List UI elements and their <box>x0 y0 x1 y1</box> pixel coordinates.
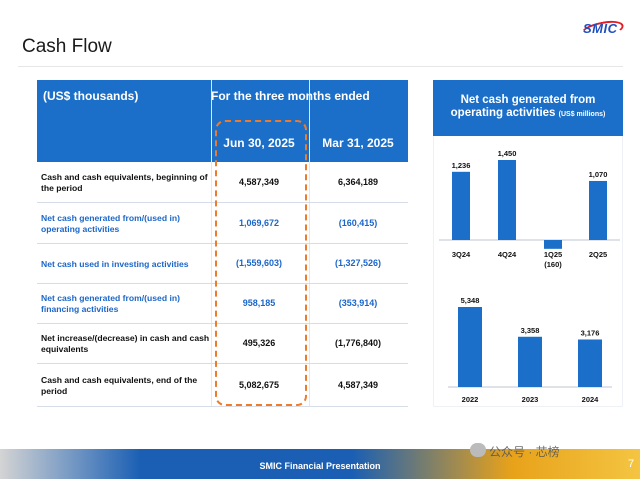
panel-frame <box>433 136 623 407</box>
row-value-current: 495,326 <box>242 338 276 348</box>
row-value-prior: 4,587,349 <box>337 379 379 390</box>
table-row: Net cash used in investing activities (1,… <box>37 244 408 284</box>
current-quarter-highlight <box>215 120 307 406</box>
footer-text: SMIC Financial Presentation <box>259 461 381 471</box>
table-row: Net cash generated from/(used in) operat… <box>37 203 408 244</box>
wechat-icon <box>470 443 486 457</box>
title-divider <box>18 66 623 67</box>
footer-bar <box>0 449 640 479</box>
row-value-prior: 6,364,189 <box>337 176 379 187</box>
row-value-prior: (160,415) <box>338 217 378 228</box>
table-header: (US$ thousands) For the three months end… <box>37 80 408 162</box>
page-title: Cash Flow <box>22 36 112 57</box>
row-label: Net increase/(decrease) in cash and cash… <box>41 333 210 354</box>
row-value-prior: (1,327,526) <box>334 258 382 268</box>
row-value-prior: (1,776,840) <box>334 338 382 348</box>
units-header: (US$ thousands) <box>43 89 139 103</box>
row-value-current: 4,587,349 <box>238 176 280 187</box>
watermark-text: 公众号 · 芯榜 <box>489 445 560 459</box>
page-number: 7 <box>628 458 635 470</box>
row-value-current: 958,185 <box>242 298 276 308</box>
row-label: Cash and cash equivalents, end of the pe… <box>41 374 198 396</box>
row-label: Net cash generated from/(used in) operat… <box>41 212 180 234</box>
panel-header: Net cash generated from operating activi… <box>433 80 623 136</box>
cash-flow-table: (US$ thousands) For the three months end… <box>37 80 408 407</box>
row-label: Cash and cash equivalents, beginning of … <box>41 171 208 193</box>
table-row: Cash and cash equivalents, end of the pe… <box>37 364 408 407</box>
row-label: Net cash generated from/(used in) financ… <box>41 293 180 314</box>
row-value-current: (1,559,603) <box>235 258 283 268</box>
table-row: Net increase/(decrease) in cash and cash… <box>37 324 408 364</box>
row-label: Net cash used in investing activities <box>41 258 189 269</box>
row-value-current: 1,069,672 <box>238 217 280 228</box>
period-header: For the three months ended <box>211 89 370 103</box>
table-row: Cash and cash equivalents, beginning of … <box>37 162 408 203</box>
column-header-current: Jun 30, 2025 <box>223 136 295 150</box>
row-value-prior: (353,914) <box>338 298 378 308</box>
panel-title: Net cash generated from operating activi… <box>450 94 606 119</box>
row-value-current: 5,082,675 <box>238 379 280 390</box>
table-row: Net cash generated from/(used in) financ… <box>37 284 408 324</box>
column-header-prior: Mar 31, 2025 <box>322 136 394 150</box>
company-logo: SMIC <box>583 21 618 36</box>
